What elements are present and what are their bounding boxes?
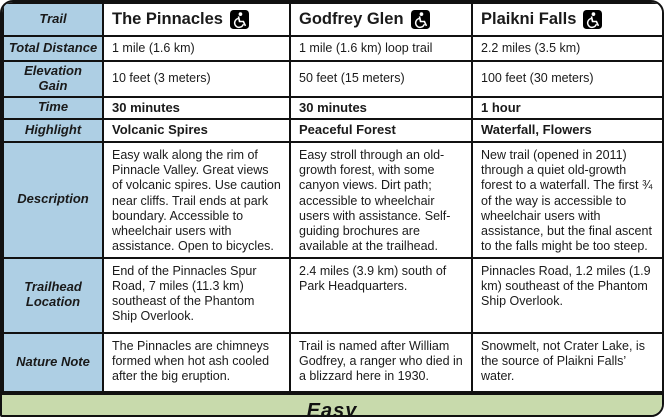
row-label-nature-note: Nature Note <box>2 331 104 393</box>
cell-trailhead-godfrey: 2.4 miles (3.9 km) south of Park Headqua… <box>289 256 473 334</box>
cell-trailhead-plaikni: Pinnacles Road, 1.2 miles (1.9 km) south… <box>471 256 662 334</box>
cell-highlight-godfrey: Peaceful Forest <box>289 117 473 143</box>
row-total-distance: Total Distance 1 mile (1.6 km) 1 mile (1… <box>2 35 662 62</box>
cell-trail-name-plaikni: Plaikni Falls <box>471 2 662 37</box>
cell-elevation-gain-pinnacles: 10 feet (3 meters) <box>102 60 291 98</box>
cell-time-godfrey: 30 minutes <box>289 95 473 120</box>
trail-comparison-table: Trail The Pinnacles <box>2 2 662 393</box>
cell-elevation-gain-godfrey: 50 feet (15 meters) <box>289 60 473 98</box>
row-label-time: Time <box>2 95 104 120</box>
wheelchair-icon <box>410 10 430 29</box>
cell-trail-name-pinnacles: The Pinnacles <box>102 2 291 37</box>
difficulty-bar: Easy <box>2 392 662 417</box>
cell-description-plaikni: New trail (opened in 2011) through a qui… <box>471 140 662 259</box>
cell-description-pinnacles: Easy walk along the rim of Pinnacle Vall… <box>102 140 291 259</box>
cell-description-godfrey: Easy stroll through an old-growth forest… <box>289 140 473 259</box>
row-time: Time 30 minutes 30 minutes 1 hour <box>2 95 662 120</box>
trail-name-label: Plaikni Falls <box>481 10 577 29</box>
cell-highlight-plaikni: Waterfall, Flowers <box>471 117 662 143</box>
cell-trail-name-godfrey: Godfrey Glen <box>289 2 473 37</box>
row-label-trailhead-location: Trailhead Location <box>2 256 104 334</box>
cell-total-distance-godfrey: 1 mile (1.6 km) loop trail <box>289 35 473 62</box>
row-label-trail: Trail <box>2 2 104 37</box>
cell-nature-note-godfrey: Trail is named after William Godfrey, a … <box>289 331 473 393</box>
row-label-elevation-gain: Elevation Gain <box>2 60 104 98</box>
cell-nature-note-pinnacles: The Pinnacles are chimneys formed when h… <box>102 331 291 393</box>
cell-highlight-pinnacles: Volcanic Spires <box>102 117 291 143</box>
row-label-description: Description <box>2 140 104 259</box>
wheelchair-icon <box>229 10 249 29</box>
row-description: Description Easy walk along the rim of P… <box>2 140 662 259</box>
cell-nature-note-plaikni: Snowmelt, not Crater Lake, is the source… <box>471 331 662 393</box>
cell-total-distance-pinnacles: 1 mile (1.6 km) <box>102 35 291 62</box>
row-highlight: Highlight Volcanic Spires Peaceful Fores… <box>2 117 662 143</box>
row-trailhead-location: Trailhead Location End of the Pinnacles … <box>2 256 662 334</box>
cell-trailhead-pinnacles: End of the Pinnacles Spur Road, 7 miles … <box>102 256 291 334</box>
row-label-highlight: Highlight <box>2 117 104 143</box>
cell-total-distance-plaikni: 2.2 miles (3.5 km) <box>471 35 662 62</box>
cell-time-pinnacles: 30 minutes <box>102 95 291 120</box>
row-nature-note: Nature Note The Pinnacles are chimneys f… <box>2 331 662 393</box>
difficulty-label: Easy <box>306 399 358 417</box>
trail-name-label: Godfrey Glen <box>299 10 404 29</box>
row-label-total-distance: Total Distance <box>2 35 104 62</box>
row-trail: Trail The Pinnacles <box>2 2 662 37</box>
wheelchair-icon <box>583 10 603 29</box>
cell-elevation-gain-plaikni: 100 feet (30 meters) <box>471 60 662 98</box>
cell-time-plaikni: 1 hour <box>471 95 662 120</box>
row-elevation-gain: Elevation Gain 10 feet (3 meters) 50 fee… <box>2 60 662 98</box>
trail-name-label: The Pinnacles <box>112 10 223 29</box>
